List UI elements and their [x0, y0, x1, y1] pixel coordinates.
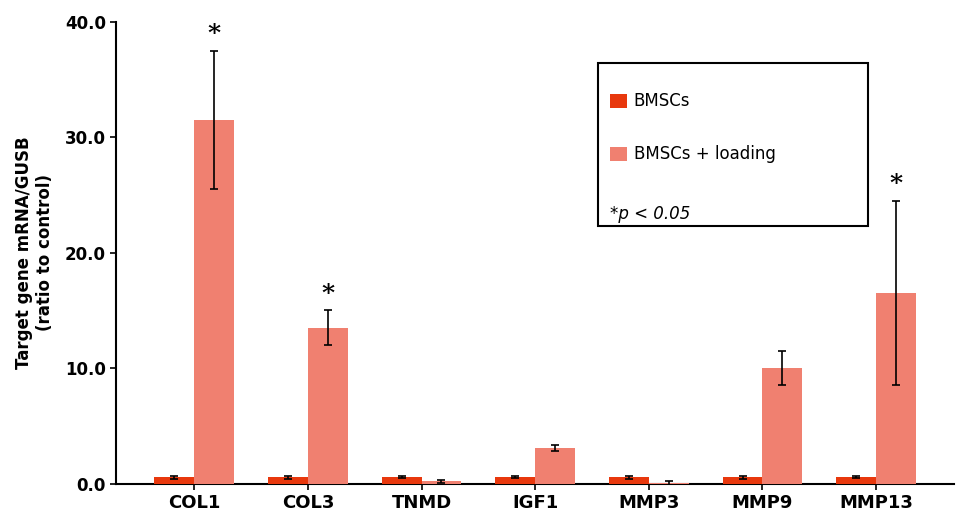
Text: BMSCs: BMSCs	[634, 92, 690, 110]
Text: *p < 0.05: *p < 0.05	[610, 205, 690, 223]
Text: *: *	[207, 22, 221, 46]
Bar	[422, 481, 461, 484]
Bar	[649, 483, 689, 484]
Legend: BMSCs, BMSCs + loading: BMSCs, BMSCs + loading	[721, 31, 945, 113]
FancyBboxPatch shape	[610, 94, 627, 108]
Text: BMSCs + loading: BMSCs + loading	[634, 144, 776, 163]
Bar	[723, 477, 763, 484]
Bar	[836, 477, 876, 484]
Bar	[268, 477, 308, 484]
Y-axis label: Target gene mRNA/GUSB
(ratio to control): Target gene mRNA/GUSB (ratio to control)	[15, 136, 54, 369]
FancyBboxPatch shape	[598, 63, 868, 226]
Bar	[382, 477, 422, 484]
Bar	[194, 120, 234, 484]
Bar	[876, 293, 916, 484]
Bar	[535, 448, 575, 484]
Bar	[495, 477, 535, 484]
Text: *: *	[890, 172, 902, 196]
Text: *: *	[321, 282, 334, 306]
Bar	[610, 477, 649, 484]
FancyBboxPatch shape	[610, 147, 627, 161]
Bar	[763, 368, 802, 484]
Bar	[154, 477, 194, 484]
Bar	[308, 328, 348, 484]
